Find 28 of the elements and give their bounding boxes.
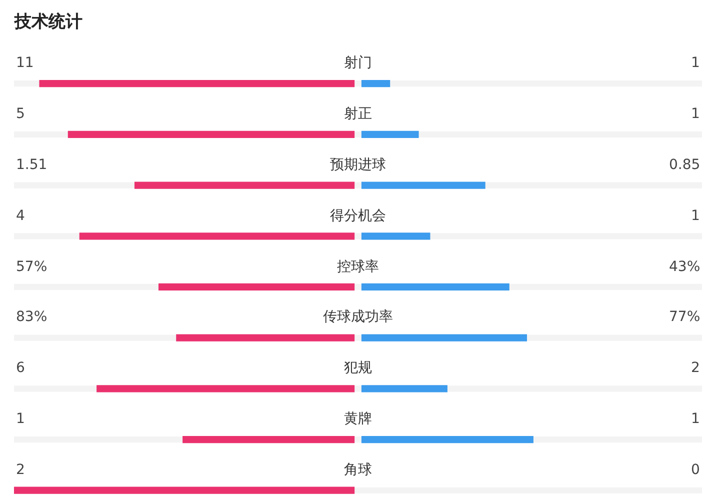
data-label: 57% xyxy=(16,259,48,275)
category-label: 角球 xyxy=(344,462,372,478)
data-label: 1.51 xyxy=(16,157,48,173)
text: 技术统计 xyxy=(13,12,82,32)
data-label: 1 xyxy=(691,411,700,427)
data-label: 83% xyxy=(16,309,48,325)
category-label: 得分机会 xyxy=(330,208,386,224)
category-label: 控球率 xyxy=(337,259,379,275)
category-label: 预期进球 xyxy=(330,157,386,173)
data-label: 1 xyxy=(16,411,25,427)
data-label: 1 xyxy=(691,106,700,122)
category-label: 传球成功率 xyxy=(323,309,393,325)
data-label: 6 xyxy=(16,360,25,376)
category-label: 犯规 xyxy=(344,360,372,376)
data-label: 2 xyxy=(16,462,25,478)
data-label: 1 xyxy=(691,208,700,224)
data-label: 4 xyxy=(16,208,25,224)
data-label: 2 xyxy=(691,360,700,376)
data-label: 0.85 xyxy=(669,157,700,173)
category-label: 黄牌 xyxy=(344,411,372,427)
data-label: 1 xyxy=(691,55,700,71)
category-label: 射正 xyxy=(344,106,372,122)
data-label: 5 xyxy=(16,106,25,122)
data-label: 77% xyxy=(669,309,700,325)
data-label: 11 xyxy=(16,55,34,71)
data-label: 0 xyxy=(691,462,700,478)
category-label: 射门 xyxy=(344,55,372,71)
data-label: 43% xyxy=(669,259,700,275)
